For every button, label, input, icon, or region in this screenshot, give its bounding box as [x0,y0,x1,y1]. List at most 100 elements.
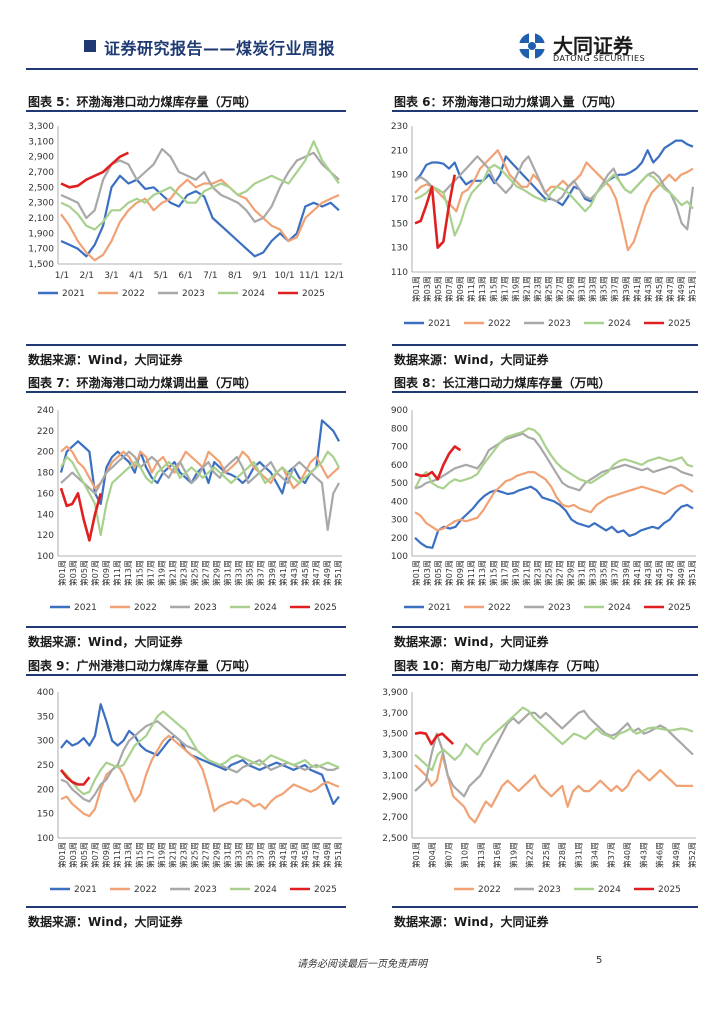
figure-10-bottom-rule [392,906,698,908]
y-tick-label: 250 [37,761,54,771]
x-tick-label: 第23周 [178,842,188,868]
x-tick-label: 第11周 [112,842,122,868]
figure-5-title: 图表 5：环渤海港口动力煤库存量（万吨） [28,95,257,109]
x-tick-label: 第35周 [245,560,255,586]
x-tick-label: 第09周 [101,842,111,868]
x-tick-label: 第37周 [610,276,620,302]
legend-label-2024: 2024 [608,319,631,329]
legend-label-2023: 2023 [182,289,205,299]
legend-label-2025: 2025 [314,885,337,895]
x-tick-label: 第41周 [278,842,288,868]
x-tick-label: 第25周 [189,842,199,868]
x-tick-label: 第21周 [167,560,177,586]
x-tick-label: 第07周 [90,842,100,868]
x-tick-label: 第51周 [687,560,697,586]
x-tick-label: 第40周 [622,842,632,868]
x-tick-label: 第41周 [632,276,642,302]
x-tick-label: 第47周 [311,560,321,586]
x-tick-label: 第21周 [521,560,531,586]
y-tick-label: 190 [391,171,408,181]
series-line-2024 [414,706,694,772]
y-tick-label: 170 [391,195,408,205]
x-tick-label: 第45周 [654,560,664,586]
x-tick-label: 第01周 [411,560,421,586]
x-tick-label: 第11周 [466,560,476,586]
y-tick-label: 200 [37,785,54,795]
series-line-2025 [414,174,456,249]
legend-label-2022: 2022 [134,885,157,895]
x-tick-label: 第39周 [267,560,277,586]
header-divider [26,68,698,70]
series-line-2025 [414,445,462,481]
series-line-2021 [59,419,340,506]
y-tick-label: 160 [37,489,54,499]
y-tick-label: 110 [391,268,408,278]
y-tick-label: 210 [391,146,408,156]
x-tick-label: 第46周 [655,842,665,868]
x-tick-label: 第13周 [476,842,486,868]
x-tick-label: 第49周 [676,276,686,302]
series-line-2022 [60,178,340,262]
y-tick-label: 350 [37,712,54,722]
x-tick-label: 第45周 [654,276,664,302]
figure-10-source: 数据来源：Wind，大同证券 [394,915,549,929]
series-line-2025 [59,487,102,542]
legend-label-2021: 2021 [428,603,451,613]
x-tick-label: 第33周 [588,276,598,302]
y-tick-label: 2,500 [28,183,54,193]
legend-label-2021: 2021 [74,885,97,895]
legend-label-2025: 2025 [314,603,337,613]
legend-label-2022: 2022 [488,319,511,329]
y-tick-label: 2,900 [382,792,408,802]
x-tick-label: 第05周 [433,560,443,586]
figure-10-rule [392,674,698,676]
x-tick-label: 第29周 [212,842,222,868]
x-tick-label: 第10周 [460,842,470,868]
figure-8-title: 图表 8：长江港口动力煤库存量（万吨） [394,376,611,390]
x-tick-label: 第35周 [599,276,609,302]
x-tick-label: 第07周 [90,560,100,586]
x-tick-label: 第05周 [79,842,89,868]
x-tick-label: 第29周 [566,560,576,586]
x-tick-label: 第43周 [289,560,299,586]
y-tick-label: 2,700 [28,168,54,178]
figure-8-rule [392,391,698,393]
x-tick-label: 第13周 [123,842,133,868]
x-tick-label: 第25周 [541,842,551,868]
series-line-2021 [60,174,340,258]
figure-8-source: 数据来源：Wind，大同证券 [394,635,549,649]
x-tick-label: 第17周 [499,560,509,586]
x-tick-label: 第15周 [134,560,144,586]
x-tick-label: 第43周 [289,842,299,868]
x-tick-label: 第23周 [532,560,542,586]
x-tick-label: 第43周 [643,276,653,302]
x-tick-label: 第21周 [521,276,531,302]
x-tick-label: 第03周 [68,560,78,586]
legend-label-2021: 2021 [74,603,97,613]
legend-label-2025: 2025 [302,289,325,299]
x-tick-label: 第19周 [156,842,166,868]
x-tick-label: 第01周 [411,276,421,302]
series-line-2022 [414,753,693,824]
y-tick-label: 3,300 [28,122,54,132]
y-tick-label: 2,900 [28,153,54,163]
y-tick-label: 900 [391,406,408,416]
legend-label-2021: 2021 [428,319,451,329]
x-tick-label: 第01周 [57,842,67,868]
x-tick-label: 第07周 [443,842,453,868]
x-tick-label: 第09周 [455,560,465,586]
y-tick-label: 1,700 [28,245,54,255]
y-tick-label: 100 [37,552,54,562]
y-tick-label: 2,300 [28,199,54,209]
figure-8-bottom-rule [392,626,698,628]
x-tick-label: 12/1 [324,271,344,281]
footer-disclaimer: 请务必阅读最后一页免责声明 [297,959,427,970]
x-tick-label: 第13周 [477,276,487,302]
x-tick-label: 第07周 [444,560,454,586]
figure-6-bottom-rule [392,344,698,346]
x-tick-label: 9/1 [253,271,267,281]
x-tick-label: 1/1 [55,271,69,281]
x-tick-label: 6/1 [178,271,192,281]
series-line-2022 [414,149,694,252]
y-tick-label: 3,500 [382,730,408,740]
